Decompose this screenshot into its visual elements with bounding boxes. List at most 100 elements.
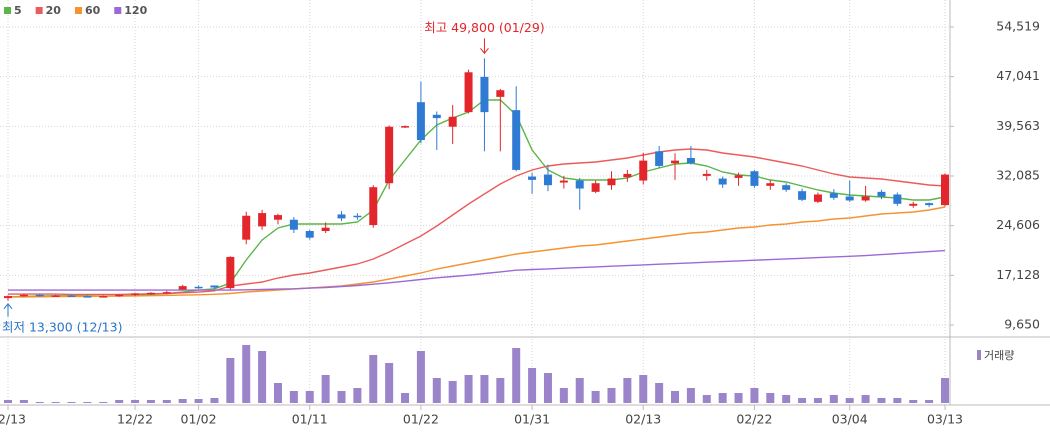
volume-bar [194, 399, 203, 403]
annotation-arrow [480, 48, 489, 55]
candle-body [67, 295, 76, 297]
candle-body [258, 213, 267, 227]
volume-legend-label: 거래량 [984, 349, 1014, 362]
volume-bar [416, 351, 425, 403]
candle-body [575, 180, 584, 189]
volume-bar [702, 395, 711, 403]
legend-swatch [114, 7, 122, 14]
legend-swatch [4, 7, 11, 14]
volume-bar [575, 378, 584, 403]
volume-bar [19, 400, 28, 403]
candle-body [162, 292, 171, 294]
candle-body [496, 90, 505, 97]
volume-bar [941, 378, 949, 403]
volume-bar [559, 388, 568, 403]
candle-body [289, 219, 298, 230]
x-tick-label: 01/31 [514, 412, 550, 427]
candle-body [718, 178, 727, 185]
candle-body [337, 214, 346, 219]
candle-body [226, 256, 235, 289]
y-tick-label: 32,085 [996, 167, 1040, 182]
candle-body [829, 193, 838, 198]
volume-bar [178, 399, 187, 403]
volume-bar [750, 388, 759, 403]
candle-body [401, 126, 410, 128]
volume-bar [496, 378, 505, 403]
volume-bar [432, 378, 441, 403]
y-tick-label: 54,519 [996, 19, 1040, 34]
candle-body [51, 295, 60, 297]
volume-bar [845, 398, 854, 403]
volume-bar [115, 400, 124, 403]
candle-body [321, 227, 330, 232]
volume-bar [131, 400, 140, 403]
candle-body [607, 178, 616, 186]
volume-bar [591, 391, 600, 403]
volume-bar [877, 398, 886, 403]
candle-body [925, 203, 934, 206]
volume-legend-swatch [977, 350, 981, 360]
x-tick-label: 01/11 [292, 412, 328, 427]
volume-bar [686, 388, 695, 403]
candle-body [273, 215, 282, 220]
annotation-arrow [3, 302, 13, 310]
candle-body [464, 72, 473, 113]
volume-bar [464, 375, 473, 403]
volume-bar [353, 388, 362, 403]
volume-bar [67, 402, 76, 403]
x-tick-label: 02/22 [736, 412, 772, 427]
volume-bar [718, 393, 727, 403]
x-tick-label: 01/22 [403, 412, 439, 427]
candle-body [353, 215, 362, 218]
candle-body [543, 174, 552, 186]
y-tick-label: 17,128 [996, 267, 1040, 282]
volume-bar [83, 402, 92, 403]
candle-body [909, 203, 918, 206]
volume-bar [305, 391, 314, 403]
volume-bar [162, 400, 171, 403]
volume-bar [289, 391, 298, 403]
volume-bar [321, 375, 330, 403]
candle-body [591, 183, 600, 192]
volume-bar [210, 398, 219, 403]
volume-bar [925, 400, 934, 403]
candle-body [893, 194, 902, 204]
volume-bar [258, 351, 267, 403]
ma-line [7, 206, 946, 298]
y-tick-label: 9,650 [1004, 317, 1040, 332]
volume-bar [829, 395, 838, 403]
volume-bar [480, 375, 489, 403]
volume-bar [528, 368, 537, 403]
candle-body [782, 185, 791, 190]
volume-bar [639, 375, 648, 403]
candle-body [766, 183, 775, 186]
legend-swatch [35, 7, 43, 14]
candle-body [99, 296, 108, 298]
candle-body [702, 173, 711, 176]
candle-body [4, 296, 12, 299]
candle-body [559, 180, 568, 183]
volume-bar [51, 402, 60, 403]
x-tick-label: 02/13 [625, 412, 661, 427]
candle-body [210, 285, 219, 288]
volume-bar [607, 388, 616, 403]
volume-bar [909, 400, 918, 403]
y-tick-label: 24,606 [996, 217, 1040, 232]
volume-bar [146, 400, 155, 403]
legend-label: 5 [14, 4, 22, 17]
volume-bar [226, 358, 235, 403]
candle-body [528, 176, 537, 180]
candle-body [35, 294, 44, 297]
candle-body [623, 173, 632, 178]
candle-body [83, 296, 92, 298]
candle-body [242, 215, 251, 240]
candle-body [734, 175, 743, 178]
candle-body [512, 110, 521, 170]
x-tick-label: 03/13 [927, 412, 963, 427]
candle-body [845, 196, 854, 201]
volume-bar [337, 391, 346, 403]
candle-body [639, 160, 648, 181]
volume-bar [782, 395, 791, 403]
volume-bar [273, 383, 282, 403]
